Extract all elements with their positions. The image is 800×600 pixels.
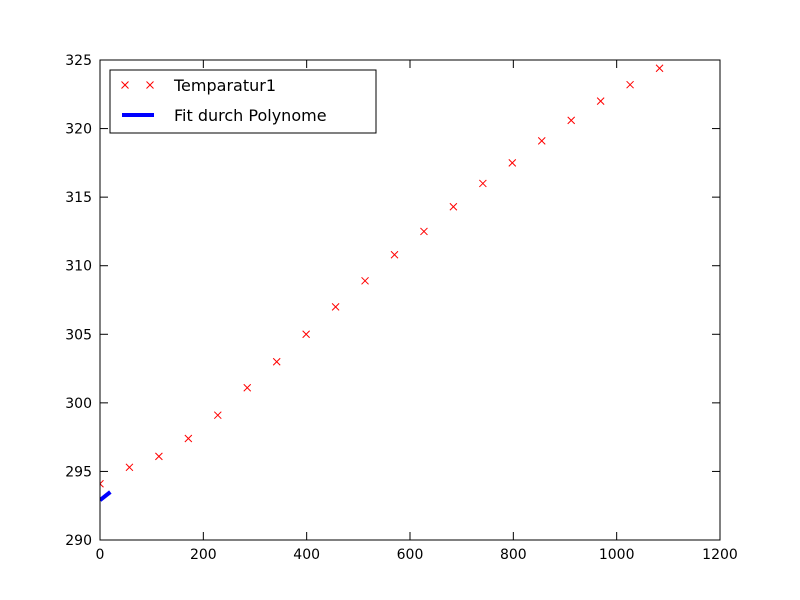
fit-line bbox=[100, 490, 112, 502]
axes: 0 200 400 600 800 1000 1200 290 295 300 305 310 315 3… bbox=[65, 53, 738, 563]
x-tick-label: 0 bbox=[96, 547, 105, 563]
y-tick-label: 320 bbox=[65, 122, 92, 138]
x-tick-label: 1000 bbox=[599, 547, 635, 563]
data-point-marker bbox=[184, 434, 193, 443]
x-tick-label: 400 bbox=[293, 547, 320, 563]
legend: Temparatur1 Fit durch Polynome bbox=[109, 69, 377, 134]
data-point-marker bbox=[626, 80, 634, 89]
y-tick-label: 315 bbox=[65, 190, 92, 206]
legend-box bbox=[109, 69, 377, 134]
data-point-marker bbox=[508, 159, 517, 167]
data-point-marker bbox=[596, 97, 605, 105]
y-tick-label: 310 bbox=[65, 259, 92, 275]
y-tick-label: 300 bbox=[65, 396, 92, 412]
data-point-marker bbox=[478, 179, 487, 188]
data-point-marker bbox=[655, 64, 664, 73]
data-point-marker bbox=[302, 330, 311, 339]
data-point-marker bbox=[155, 452, 163, 461]
data-point-marker bbox=[331, 303, 340, 311]
data-point-marker bbox=[125, 463, 134, 472]
data-point-marker bbox=[213, 411, 222, 420]
y-tick-label: 305 bbox=[65, 327, 92, 343]
data-point-marker bbox=[537, 137, 546, 145]
x-tick-label: 1200 bbox=[702, 547, 738, 563]
y-tick-label: 325 bbox=[65, 53, 92, 69]
data-point-marker bbox=[243, 383, 252, 392]
data-point-marker bbox=[361, 276, 369, 285]
data-point-marker bbox=[390, 250, 399, 259]
data-point-marker bbox=[272, 357, 281, 366]
legend-marker-temparatur1 bbox=[121, 81, 154, 89]
x-tick-label: 600 bbox=[397, 547, 424, 563]
data-point-marker bbox=[420, 227, 428, 236]
data-point-marker bbox=[100, 479, 104, 488]
legend-label-fit: Fit durch Polynome bbox=[174, 106, 327, 125]
x-tick-label: 200 bbox=[190, 547, 217, 563]
legend-label-temparatur1: Temparatur1 bbox=[173, 76, 276, 95]
data-point-marker bbox=[449, 202, 458, 211]
x-tick-label: 800 bbox=[500, 547, 527, 563]
data-point-marker bbox=[567, 116, 576, 125]
y-tick-label: 290 bbox=[65, 533, 92, 549]
y-tick-label: 295 bbox=[65, 464, 92, 480]
plot-data bbox=[100, 64, 664, 502]
